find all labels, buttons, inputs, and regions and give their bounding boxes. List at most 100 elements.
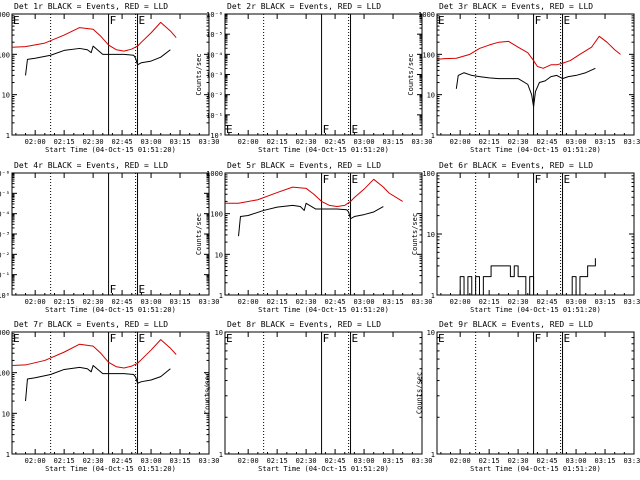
segment-marker: E [352, 173, 359, 186]
x-tick-label: 03:15 [382, 457, 403, 465]
segment-marker: F [323, 123, 330, 136]
y-tick-label: 10⁻³ [206, 72, 223, 80]
x-tick-label: 03:15 [169, 298, 190, 306]
plot-frame [436, 331, 635, 455]
x-tick-label: 02:15 [267, 138, 288, 146]
x-tick-label: 03:15 [169, 138, 190, 146]
x-tick-label: 02:30 [296, 298, 317, 306]
x-tick-label: 02:30 [83, 138, 104, 146]
y-axis-label: Counts/sec [195, 53, 203, 95]
y-tick-label: 10⁻⁵ [0, 190, 10, 198]
segment-marker: F [535, 332, 542, 345]
y-tick-label: 10⁻² [0, 251, 10, 259]
panel-title: Det 5r BLACK = Events, RED = LLD [227, 161, 381, 170]
segment-marker: E [564, 173, 571, 186]
y-tick-label: 10 [2, 410, 10, 418]
x-axis-label: Start Time (04-Oct-15 01:51:20) [258, 146, 389, 154]
x-tick-label: 03:30 [623, 138, 640, 146]
y-axis-label: Counts/sec [411, 213, 419, 255]
x-tick-label: 02:00 [238, 138, 259, 146]
segment-marker: E [226, 332, 233, 345]
x-tick-label: 02:15 [479, 138, 500, 146]
y-tick-label: 100 [422, 51, 435, 59]
x-tick-label: 02:00 [25, 138, 46, 146]
y-tick-label: 10⁻¹ [0, 272, 10, 280]
panel-title: Det 7r BLACK = Events, RED = LLD [14, 320, 168, 329]
segment-marker: E [13, 14, 20, 27]
x-tick-label: 03:15 [594, 298, 615, 306]
y-tick-label: 1000 [418, 11, 435, 19]
segment-marker: E [13, 332, 20, 345]
segment-marker: F [110, 332, 117, 345]
y-tick-label: 1 [431, 451, 435, 459]
segment-marker: E [139, 332, 146, 345]
x-tick-label: 02:00 [450, 298, 471, 306]
y-tick-label: 10⁰ [0, 292, 10, 300]
y-tick-label: 10⁻⁶ [0, 170, 10, 178]
segment-marker: F [323, 332, 330, 345]
x-tick-label: 02:15 [479, 298, 500, 306]
segment-marker: E [352, 332, 359, 345]
x-tick-label: 03:00 [566, 138, 587, 146]
y-tick-label: 10 [215, 251, 223, 259]
x-tick-label: 03:15 [382, 138, 403, 146]
x-tick-label: 02:15 [54, 457, 75, 465]
y-tick-label: 10 [427, 231, 435, 239]
plot-frame [224, 172, 423, 296]
y-axis-label: Counts/sec [195, 213, 203, 255]
segment-marker: E [564, 332, 571, 345]
x-tick-label: 03:15 [594, 457, 615, 465]
x-axis-label: Start Time (04-Oct-15 01:51:20) [45, 465, 176, 473]
x-tick-label: 02:45 [537, 298, 558, 306]
x-tick-label: 02:30 [83, 457, 104, 465]
plot-frame [224, 331, 423, 455]
x-tick-label: 03:15 [169, 457, 190, 465]
x-axis-label: Start Time (04-Oct-15 01:51:20) [258, 306, 389, 314]
series-line-events [456, 258, 596, 296]
segment-marker: E [352, 123, 359, 136]
series-line-lld [11, 339, 177, 369]
panel-det-2: Det 2r BLACK = Events, RED = LLD 02:00 02:… [195, 2, 433, 154]
x-tick-label: 03:30 [411, 457, 432, 465]
series-line-events [25, 45, 171, 76]
x-tick-label: 02:15 [479, 457, 500, 465]
series-line-events [455, 67, 596, 108]
y-tick-label: 1000 [0, 11, 10, 19]
panel-title: Det 6r BLACK = Events, RED = LLD [439, 161, 593, 170]
panel-det-9: Det 9r BLACK = Events, RED = LLD 02:00 02:… [415, 320, 640, 473]
segment-marker: F [535, 14, 542, 27]
plot-frame [224, 13, 423, 136]
y-tick-label: 10⁻³ [0, 231, 10, 239]
x-tick-label: 02:45 [112, 298, 133, 306]
x-tick-label: 02:30 [296, 457, 317, 465]
panel-det-4: Det 4r BLACK = Events, RED = LLD 02:00 02:… [0, 161, 220, 314]
x-tick-label: 03:00 [354, 457, 375, 465]
x-tick-label: 03:15 [594, 138, 615, 146]
panel-det-3: Det 3r BLACK = Events, RED = LLD 02:00 02:… [407, 2, 640, 154]
x-tick-label: 02:15 [54, 138, 75, 146]
panel-det-1: Det 1r BLACK = Events, RED = LLD 02:00 02:… [0, 2, 220, 154]
segment-marker: F [110, 14, 117, 27]
x-tick-label: 02:45 [325, 298, 346, 306]
x-tick-label: 02:15 [267, 457, 288, 465]
y-axis-label: Counts/sec [203, 372, 211, 414]
x-tick-label: 02:00 [25, 457, 46, 465]
y-tick-label: 10⁻¹ [206, 112, 223, 120]
x-tick-label: 03:15 [382, 298, 403, 306]
y-tick-label: 1 [219, 292, 223, 300]
plot-frame [11, 331, 210, 455]
x-axis-label: Start Time (04-Oct-15 01:51:20) [470, 146, 601, 154]
segment-marker: E [226, 123, 233, 136]
y-tick-label: 10 [427, 329, 435, 337]
panel-title: Det 8r BLACK = Events, RED = LLD [227, 320, 381, 329]
x-tick-label: 02:45 [112, 457, 133, 465]
panel-title: Det 9r BLACK = Events, RED = LLD [439, 320, 593, 329]
series-line-events [238, 202, 384, 237]
x-tick-label: 02:00 [25, 298, 46, 306]
y-tick-label: 1 [6, 132, 10, 140]
y-tick-label: 1000 [206, 170, 223, 178]
x-tick-label: 03:30 [623, 298, 640, 306]
y-tick-label: 10⁰ [210, 132, 223, 140]
y-tick-label: 1 [431, 132, 435, 140]
panel-det-8: Det 8r BLACK = Events, RED = LLD 02:00 02:… [203, 320, 432, 473]
